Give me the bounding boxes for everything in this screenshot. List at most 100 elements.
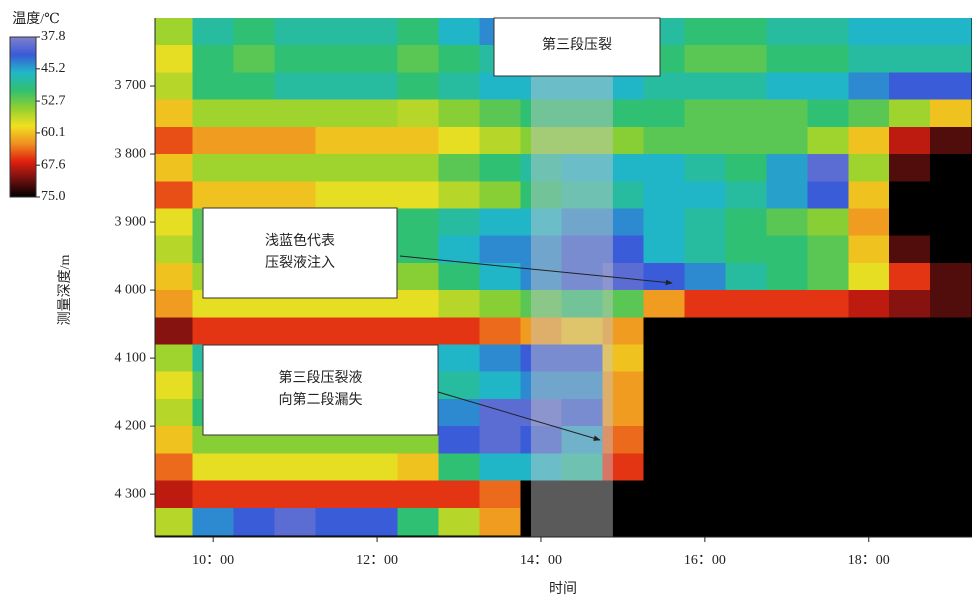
heatmap-cell [725, 45, 766, 73]
heatmap-cell [480, 127, 521, 155]
heatmap-cell [807, 236, 848, 264]
heatmap-cell [807, 127, 848, 155]
heatmap-cell [930, 100, 971, 128]
heatmap-cell [848, 72, 889, 100]
heatmap-cell [193, 453, 234, 481]
heatmap-cell [889, 236, 930, 264]
heatmap-cell [439, 263, 480, 291]
heatmap-cell [930, 154, 971, 182]
annotation-box [203, 208, 397, 298]
heatmap-cell [439, 345, 480, 373]
heatmap-cell [480, 372, 521, 400]
heatmap-cell [848, 263, 889, 291]
heatmap-cell [643, 317, 684, 345]
x-tick-label: 16：00 [684, 553, 726, 568]
heatmap-cell [155, 45, 193, 73]
heatmap-cell [807, 72, 848, 100]
heatmap-cell [234, 45, 275, 73]
heatmap-cell [275, 508, 316, 536]
heatmap-cell [807, 45, 848, 73]
heatmap-cell [684, 208, 725, 236]
colorbar-tick-label: 52.7 [41, 93, 66, 108]
heatmap-cell [480, 345, 521, 373]
y-tick-label: 4 300 [115, 486, 147, 501]
heatmap-cell [766, 181, 807, 209]
heatmap-cell [930, 345, 971, 373]
heatmap-cell [807, 317, 848, 345]
heatmap-cell [930, 18, 971, 46]
heatmap-cell [766, 100, 807, 128]
heatmap-cell [766, 345, 807, 373]
heatmap-cell [234, 154, 275, 182]
heatmap-cell [357, 45, 398, 73]
heatmap-cell [480, 72, 521, 100]
heatmap-cell [398, 508, 439, 536]
heatmap-cell [930, 181, 971, 209]
x-tick-label: 14：00 [520, 553, 562, 568]
heatmap-cell [357, 508, 398, 536]
heatmap-cell [930, 399, 971, 427]
heatmap-cell [889, 399, 930, 427]
heatmap-cell [234, 18, 275, 46]
heatmap-cell [155, 208, 193, 236]
heatmap-cell [275, 45, 316, 73]
heatmap-cell [398, 127, 439, 155]
heatmap-cell [357, 317, 398, 345]
heatmap-cell [155, 290, 193, 318]
heatmap-cell [848, 127, 889, 155]
heatmap-cell [930, 508, 971, 536]
heatmap-cell [316, 154, 357, 182]
y-tick-label: 4 100 [115, 350, 147, 365]
heatmap-cell [193, 72, 234, 100]
heatmap-cell [889, 508, 930, 536]
heatmap-cell [684, 481, 725, 509]
heatmap-cell [807, 481, 848, 509]
heatmap-cell [889, 453, 930, 481]
heatmap-cell [766, 45, 807, 73]
heatmap-cell [848, 290, 889, 318]
heatmap-cell [439, 236, 480, 264]
heatmap-cell [725, 18, 766, 46]
heatmap-cell [684, 290, 725, 318]
heatmap-cell [643, 236, 684, 264]
heatmap-cell [398, 263, 439, 291]
heatmap-cell [725, 399, 766, 427]
heatmap-cell [889, 290, 930, 318]
heatmap-cell [848, 372, 889, 400]
heatmap-cell [275, 72, 316, 100]
heatmap-cell [725, 372, 766, 400]
heatmap-cell [766, 481, 807, 509]
heatmap-cell [480, 399, 521, 427]
heatmap-cell [643, 154, 684, 182]
heatmap-cell [193, 481, 234, 509]
highlight-band [531, 18, 613, 537]
heatmap-cell [807, 453, 848, 481]
heatmap-cell [155, 372, 193, 400]
heatmap-cell [725, 72, 766, 100]
heatmap-cell [155, 181, 193, 209]
heatmap-cell [889, 345, 930, 373]
heatmap-cell [155, 236, 193, 264]
heatmap-cell [193, 508, 234, 536]
heatmap-cell [398, 45, 439, 73]
heatmap-cell [316, 481, 357, 509]
heatmap-cell [930, 317, 971, 345]
heatmap-cell [930, 72, 971, 100]
heatmap-cell [766, 208, 807, 236]
heatmap-cell [439, 181, 480, 209]
annotation-text: 第三段压裂液 [279, 369, 363, 386]
heatmap-cell [725, 208, 766, 236]
heatmap-cell [357, 481, 398, 509]
heatmap-cell [643, 426, 684, 454]
heatmap-cell [480, 154, 521, 182]
heatmap-cell [643, 372, 684, 400]
heatmap-cell [848, 45, 889, 73]
heatmap-cell [155, 399, 193, 427]
heatmap-cell [643, 453, 684, 481]
heatmap-cell [848, 317, 889, 345]
heatmap-cell [848, 481, 889, 509]
heatmap-cell [643, 345, 684, 373]
heatmap-cell [684, 45, 725, 73]
heatmap-cell [155, 481, 193, 509]
heatmap-cell [155, 100, 193, 128]
